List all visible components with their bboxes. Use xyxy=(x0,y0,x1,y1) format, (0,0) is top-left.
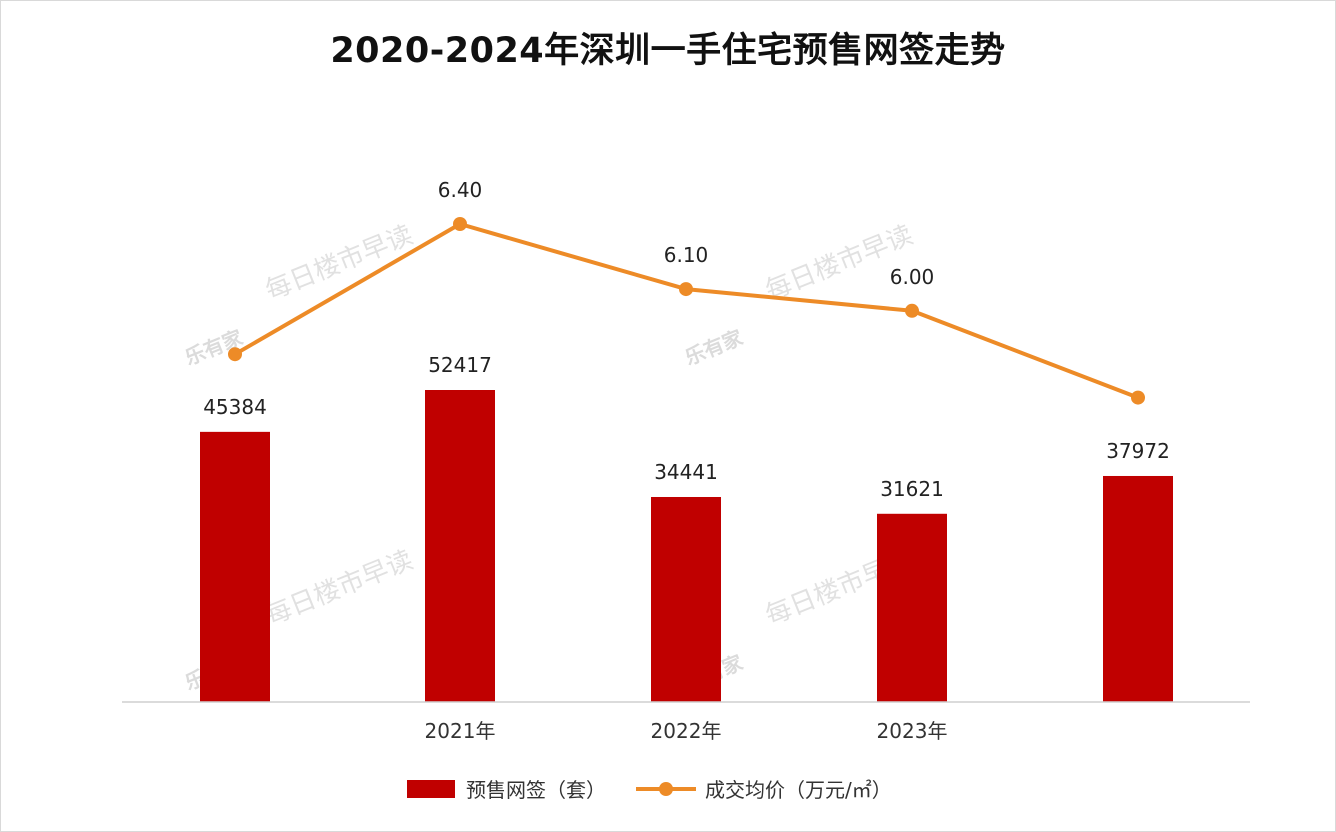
watermark-logo-text: 乐有家 xyxy=(181,325,247,370)
x-tick-label: 2023年 xyxy=(877,719,948,743)
bar-value-label: 52417 xyxy=(428,353,492,377)
x-tick-label: 2021年 xyxy=(425,719,496,743)
legend: 预售网签（套） 成交均价（万元/㎡） xyxy=(407,778,892,802)
line-value-label: 6.00 xyxy=(890,265,935,289)
x-axis-ticks: 2021年 2022年 2023年 xyxy=(425,719,948,743)
bar-value-label: 45384 xyxy=(203,395,267,419)
chart-title: 2020-2024年深圳一手住宅预售网签走势 xyxy=(330,31,1006,71)
bar xyxy=(651,496,721,702)
line-point xyxy=(228,347,242,362)
bar-value-label: 31621 xyxy=(880,477,944,501)
watermark-text: 每日楼市早读 xyxy=(261,545,417,631)
line-point xyxy=(1131,390,1145,405)
bar-value-label: 37972 xyxy=(1106,439,1170,463)
line-value-label: 6.40 xyxy=(438,178,483,202)
legend-bar-label: 预售网签（套） xyxy=(466,778,606,802)
line-point xyxy=(905,303,919,318)
legend-line-label: 成交均价（万元/㎡） xyxy=(705,778,892,802)
line-value-label: 6.10 xyxy=(664,243,709,267)
bar xyxy=(200,431,270,702)
legend-bar-swatch xyxy=(407,780,455,798)
bar xyxy=(1103,475,1173,702)
bar-value-label: 34441 xyxy=(654,460,718,484)
watermark-layer: 乐有家每日楼市早读乐有家每日楼市早读乐有家每日楼市早读乐有家每日楼市早读 xyxy=(181,220,917,695)
line-series: 6.40 6.10 6.00 xyxy=(228,178,1145,405)
bar-series: 45384 52417 34441 31621 37972 xyxy=(200,353,1173,702)
line-point xyxy=(679,282,693,297)
legend-line-marker xyxy=(659,782,673,796)
bar xyxy=(877,513,947,702)
x-tick-label: 2022年 xyxy=(651,719,722,743)
watermark-logo-text: 乐有家 xyxy=(681,325,747,370)
line-point xyxy=(453,217,467,231)
bar xyxy=(425,390,495,702)
watermark-text: 每日楼市早读 xyxy=(761,220,917,306)
